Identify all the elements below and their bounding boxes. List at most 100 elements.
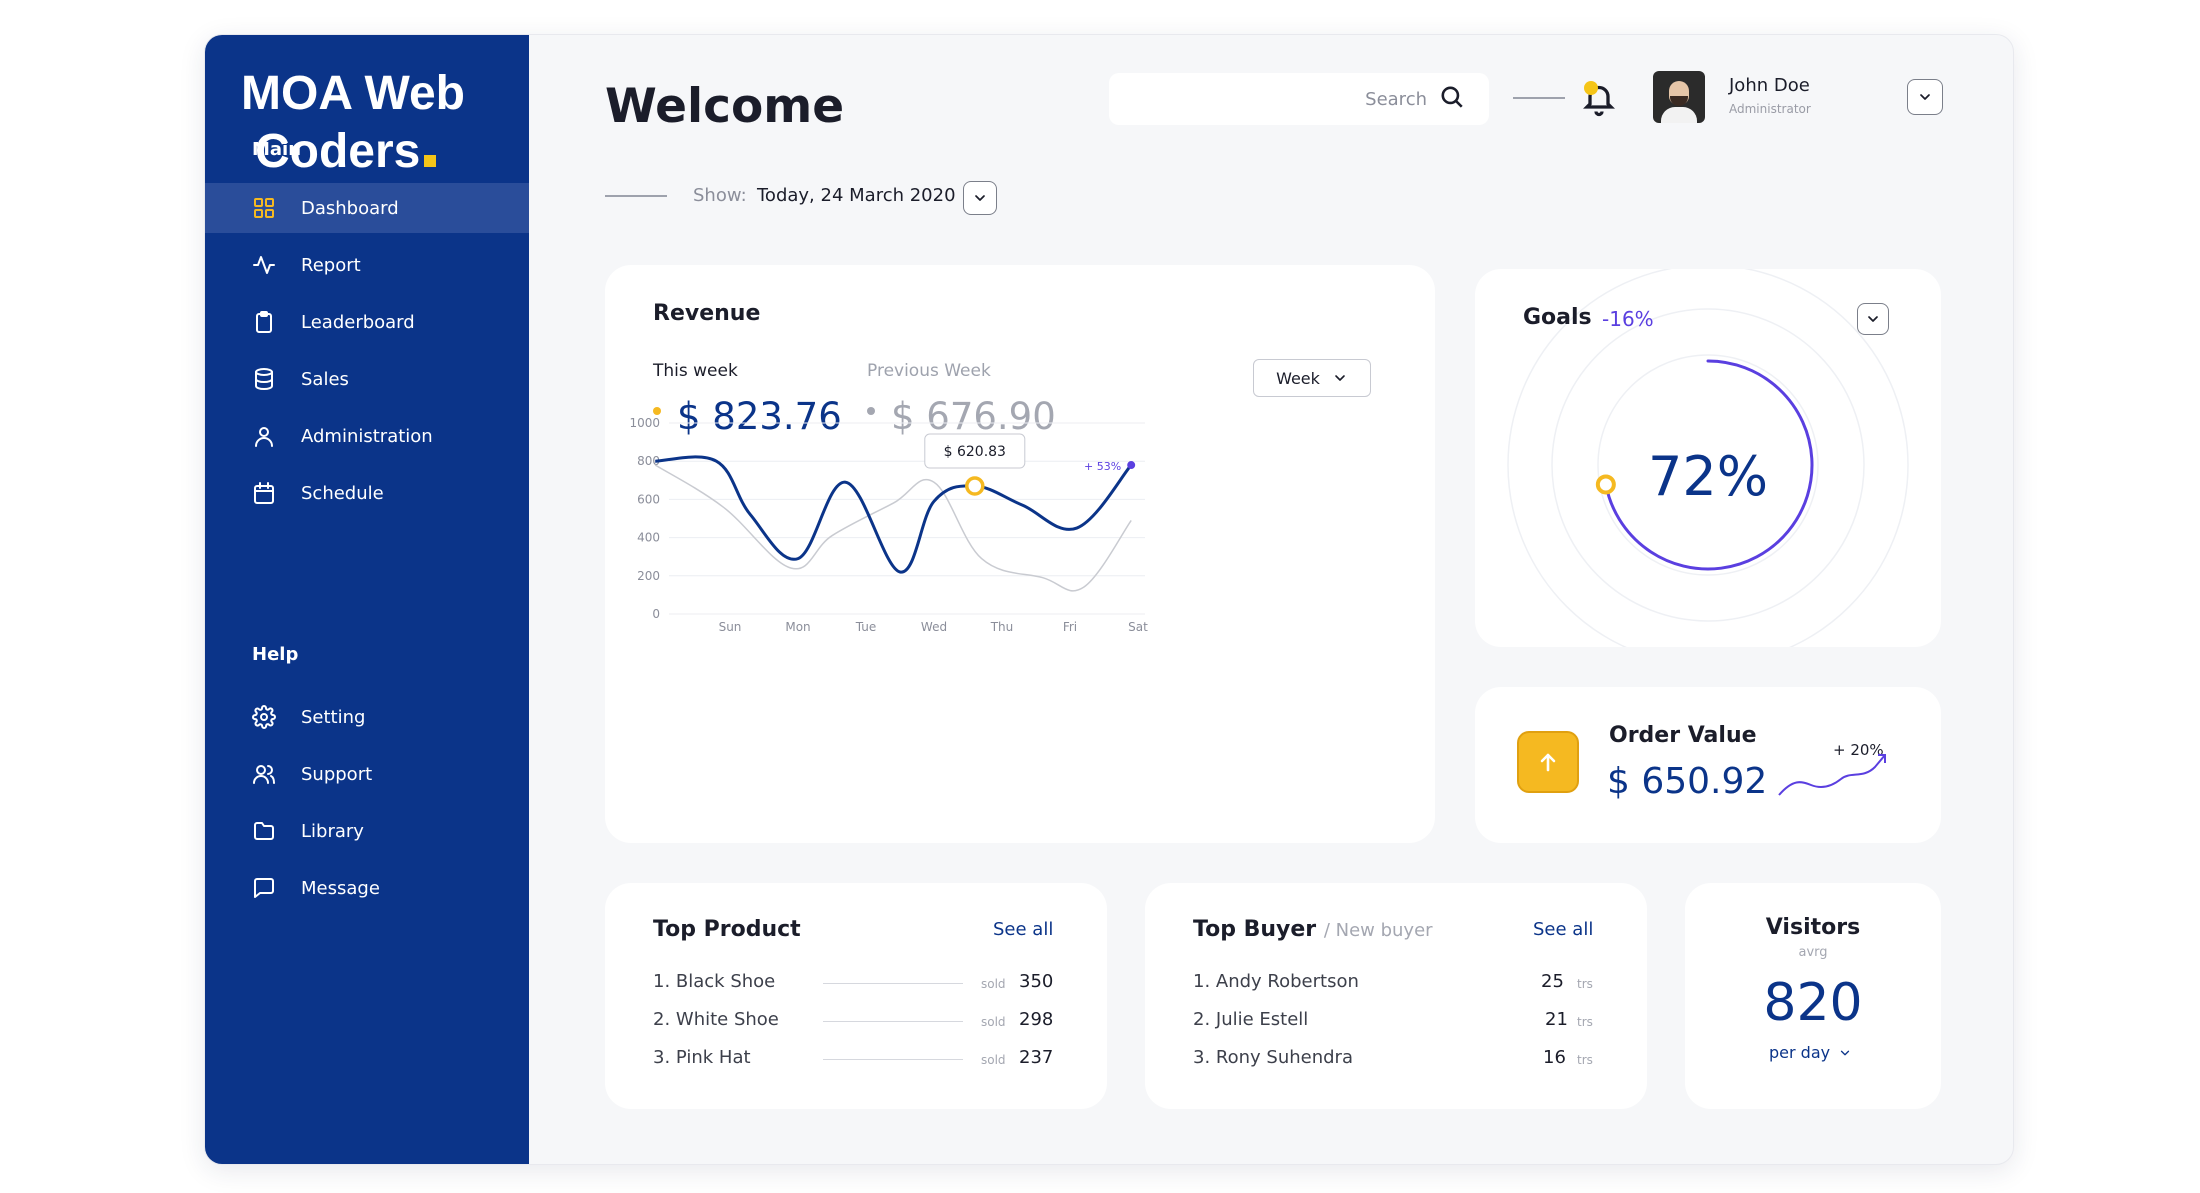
- buyer-name: 1. Andy Robertson: [1193, 971, 1359, 992]
- list-item: 3. Rony Suhendra 16 trs: [1145, 1047, 1647, 1077]
- sidebar: MOA Web Coders Main Dashboard Report Lea…: [205, 35, 529, 1164]
- chevron-down-icon: [1920, 94, 1930, 100]
- y-tick-label: 400: [637, 531, 660, 545]
- change-label: + 53%: [1084, 460, 1121, 473]
- users-icon: [251, 761, 277, 787]
- visitors-title: Visitors: [1765, 915, 1861, 940]
- top-product-card: Top Product See all 1. Black Shoe sold 3…: [605, 883, 1107, 1109]
- search-icon[interactable]: [1427, 84, 1465, 114]
- chevron-down-icon: [975, 195, 985, 201]
- sidebar-item-library[interactable]: Library: [205, 806, 529, 856]
- search-input[interactable]: [1147, 88, 1427, 110]
- this-week-label: This week: [653, 361, 738, 381]
- top-buyer-subtitle: / New buyer: [1323, 920, 1433, 941]
- sidebar-item-dashboard[interactable]: Dashboard: [205, 183, 529, 233]
- visitors-subtitle: avrg: [1798, 945, 1828, 960]
- top-buyer-title: Top Buyer: [1193, 917, 1317, 942]
- goals-value: 72%: [1647, 445, 1769, 508]
- series-end-point: [1127, 461, 1136, 470]
- sidebar-item-label: Message: [301, 877, 380, 899]
- sidebar-item-leaderboard[interactable]: Leaderboard: [205, 297, 529, 347]
- unit-label: trs: [1577, 977, 1593, 991]
- revenue-title: Revenue: [653, 301, 761, 326]
- goals-change: -16%: [1602, 307, 1654, 331]
- previous-week-label: Previous Week: [867, 361, 991, 381]
- date-filter-button[interactable]: [963, 181, 997, 215]
- visitors-card: Visitors avrg 820 per day: [1685, 883, 1941, 1109]
- y-tick-label: 200: [637, 569, 660, 583]
- previous-week-value: $ 676.90: [891, 395, 1056, 438]
- goals-progress-arc: [1604, 359, 1814, 571]
- product-name: 2. White Shoe: [653, 1009, 779, 1030]
- user-menu-button[interactable]: [1907, 79, 1943, 115]
- sidebar-item-label: Sales: [301, 368, 349, 390]
- sidebar-item-schedule[interactable]: Schedule: [205, 468, 529, 518]
- sidebar-item-label: Library: [301, 820, 364, 842]
- list-item: 1. Andy Robertson 25 trs: [1145, 971, 1647, 1001]
- sidebar-item-label: Administration: [301, 425, 433, 447]
- brand-line-2: Coders: [255, 125, 421, 178]
- buyer-count: 25: [1541, 971, 1564, 992]
- clipboard-icon: [251, 309, 277, 335]
- sidebar-item-support[interactable]: Support: [205, 749, 529, 799]
- list-item: 2. Julie Estell 21 trs: [1145, 1009, 1647, 1039]
- sidebar-item-administration[interactable]: Administration: [205, 411, 529, 461]
- order-value-icon-box: [1517, 731, 1579, 793]
- brand-dot: [424, 155, 437, 167]
- unit-label: sold: [981, 1015, 1006, 1029]
- revenue-card: Revenue This week Previous Week $ 823.76…: [605, 265, 1435, 843]
- app-window: MOA Web Coders Main Dashboard Report Lea…: [204, 34, 2014, 1165]
- this-week-value: $ 823.76: [677, 395, 842, 438]
- sidebar-item-label: Leaderboard: [301, 311, 415, 333]
- sidebar-item-report[interactable]: Report: [205, 240, 529, 290]
- revenue-chart: 1000 800 600 400 200 0 Sun Mon Tue Wed Thu Fri Sat + …: [629, 416, 1148, 634]
- unit-label: trs: [1577, 1053, 1593, 1067]
- page-title: Welcome: [605, 79, 845, 134]
- order-value-trend: + 20%: [1833, 741, 1884, 759]
- buyer-count: 16: [1543, 1047, 1566, 1068]
- sidebar-item-setting[interactable]: Setting: [205, 692, 529, 742]
- brand-line-1: MOA Web: [241, 67, 465, 120]
- top-buyer-card: Top Buyer / New buyer See all 1. Andy Ro…: [1145, 883, 1647, 1109]
- top-buyer-see-all[interactable]: See all: [1533, 919, 1594, 940]
- previous-week-bullet: [867, 407, 875, 415]
- notification-button[interactable]: [1581, 79, 1617, 117]
- x-tick-label: Tue: [855, 620, 877, 634]
- goals-menu-button[interactable]: [1857, 303, 1889, 335]
- product-name: 1. Black Shoe: [653, 971, 776, 992]
- goals-card: Goals -16% 72%: [1475, 269, 1941, 647]
- highlight-point: [965, 476, 985, 496]
- chevron-down-icon: [1335, 375, 1345, 381]
- avatar[interactable]: [1653, 71, 1705, 123]
- this-week-bullet: [653, 407, 661, 415]
- chevron-down-icon: [1868, 316, 1878, 322]
- top-buyer-heading: Top Buyer / New buyer: [1193, 917, 1433, 942]
- search-bar[interactable]: [1109, 73, 1489, 125]
- message-icon: [251, 875, 277, 901]
- list-item: 2. White Shoe sold 298: [605, 1009, 1107, 1039]
- top-product-see-all[interactable]: See all: [993, 919, 1054, 940]
- sidebar-item-sales[interactable]: Sales: [205, 354, 529, 404]
- period-select-label: Week: [1276, 368, 1320, 388]
- list-item: 1. Black Shoe sold 350: [605, 971, 1107, 1001]
- sidebar-item-label: Schedule: [301, 482, 384, 504]
- decorative-ring: [1597, 354, 1819, 576]
- x-tick-label: Wed: [921, 620, 947, 634]
- database-icon: [251, 366, 277, 392]
- x-tick-label: Fri: [1063, 620, 1077, 634]
- this-week-line: [655, 455, 1133, 574]
- unit-label: sold: [981, 1053, 1006, 1067]
- order-value-card: Order Value $ 650.92 + 20%: [1475, 687, 1941, 843]
- list-item: 3. Pink Hat sold 237: [605, 1047, 1107, 1077]
- calendar-icon: [251, 480, 277, 506]
- period-select[interactable]: Week: [1253, 359, 1371, 397]
- order-value-title: Order Value: [1609, 723, 1757, 748]
- y-tick-label: 800: [637, 454, 660, 468]
- visitors-period-select[interactable]: per day: [1769, 1043, 1852, 1062]
- decorative-ring: [1507, 269, 1909, 647]
- unit-label: trs: [1577, 1015, 1593, 1029]
- tooltip-box: [924, 433, 1026, 469]
- sidebar-item-message[interactable]: Message: [205, 863, 529, 913]
- product-name: 3. Pink Hat: [653, 1047, 751, 1068]
- arrow-up-icon: [1540, 753, 1556, 772]
